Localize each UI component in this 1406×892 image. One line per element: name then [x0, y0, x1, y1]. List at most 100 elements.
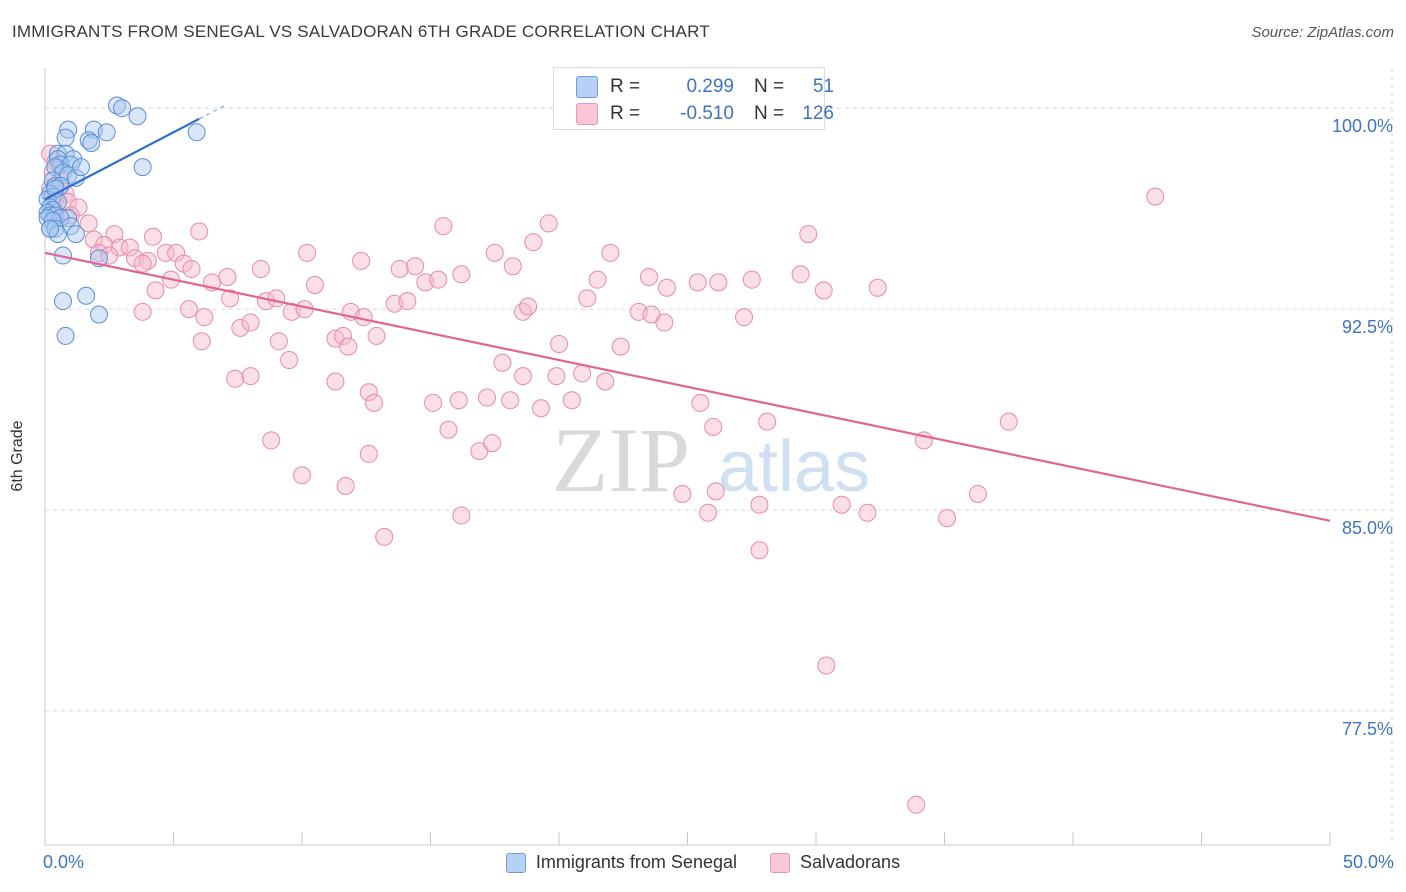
salvadorans-point	[655, 313, 674, 332]
source-label: Source: ZipAtlas.com	[1251, 24, 1394, 41]
stats-row-salvadorans: R = -0.510 N = 126	[576, 101, 834, 127]
salvadorans-point	[231, 318, 250, 337]
salvadorans-point	[524, 233, 543, 252]
salvadorans-point	[195, 308, 214, 327]
salvadorans-point	[352, 251, 371, 270]
legend-label-salvadorans: Salvadorans	[800, 852, 901, 872]
salvadorans-point	[305, 276, 324, 295]
salvadorans-point	[750, 541, 769, 560]
salvadorans-point	[688, 273, 707, 292]
senegal-point	[97, 123, 116, 142]
axes	[44, 68, 1331, 846]
salvadorans-point	[267, 289, 286, 308]
salvadorans-point	[79, 214, 98, 233]
salvadorans-point	[241, 367, 260, 386]
senegal-point	[133, 158, 152, 177]
salvadorans-point	[226, 369, 245, 388]
senegal-point	[187, 123, 206, 142]
salvadorans-point	[704, 418, 723, 437]
salvadorans-point	[501, 391, 520, 410]
senegal-points	[38, 96, 206, 345]
salvadorans-point	[452, 265, 471, 284]
salvadorans-point	[642, 305, 661, 324]
senegal-point	[77, 286, 96, 305]
legend-label-senegal: Immigrants from Senegal	[535, 852, 737, 872]
salvadorans-point	[611, 337, 630, 356]
n-value-senegal: 51	[812, 76, 834, 97]
salvadorans-point	[367, 326, 386, 345]
n-label: N =	[754, 103, 785, 124]
salvadorans-point	[657, 278, 676, 297]
legend-item-salvadorans[interactable]: Salvadorans	[770, 852, 900, 873]
y-tick-label: 100.0%	[1332, 116, 1393, 136]
salvadorans-point	[359, 383, 378, 402]
chart-title: IMMIGRANTS FROM SENEGAL VS SALVADORAN 6T…	[12, 22, 710, 41]
salvadorans-point	[100, 246, 119, 265]
salvadorans-point	[452, 506, 471, 525]
salvadorans-point	[429, 270, 448, 289]
salvadorans-point	[326, 372, 345, 391]
y-tick-label: 92.5%	[1342, 317, 1393, 337]
salvadorans-point	[179, 300, 198, 319]
senegal-point	[71, 158, 90, 177]
salvadorans-point	[364, 393, 383, 412]
y-tick-label: 77.5%	[1342, 719, 1393, 739]
salvadorans-point	[359, 444, 378, 463]
salvadorans-point	[375, 527, 394, 546]
y-tick-label: 85.0%	[1342, 518, 1393, 538]
y-tick-labels: 100.0% 92.5% 85.0% 77.5%	[1332, 116, 1393, 739]
salvadorans-point	[182, 259, 201, 278]
salvadorans-point	[133, 254, 152, 273]
salvadorans-point	[334, 326, 353, 345]
salvadorans-point	[758, 412, 777, 431]
salvadorans-point	[514, 302, 533, 321]
senegal-point	[82, 134, 101, 153]
watermark-atlas: atlas	[718, 427, 870, 507]
salvadorans-point	[138, 251, 157, 270]
salvadorans-point	[424, 393, 443, 412]
salvadorans-point	[133, 302, 152, 321]
salvadorans-point	[539, 214, 558, 233]
salvadorans-point	[503, 257, 522, 276]
salvadorans-point	[832, 495, 851, 514]
r-label: R =	[610, 103, 641, 124]
salvadorans-point	[639, 267, 658, 286]
senegal-point	[128, 107, 147, 126]
salvadorans-point	[814, 281, 833, 300]
senegal-point	[113, 99, 132, 118]
legend-item-senegal[interactable]: Immigrants from Senegal	[505, 852, 737, 873]
stats-legend: R = 0.299 N = 51 R = -0.510 N = 126	[553, 67, 834, 130]
senegal-point	[41, 219, 60, 238]
r-value-senegal: 0.299	[686, 76, 734, 97]
watermark: ZIP atlas	[552, 409, 870, 511]
salvadorans-point	[406, 257, 425, 276]
salvadorans-point	[339, 337, 358, 356]
senegal-trend-line	[44, 117, 200, 201]
salvadorans-point	[742, 270, 761, 289]
senegal-point	[56, 326, 75, 345]
salvadorans-point	[699, 503, 718, 522]
salvadorans-point	[298, 243, 317, 262]
salvadorans-point	[968, 485, 987, 504]
salvadorans-point	[251, 259, 270, 278]
salvadorans-point	[470, 442, 489, 461]
salvadorans-point	[573, 364, 592, 383]
salvadorans-point	[868, 278, 887, 297]
salvadorans-point	[221, 289, 240, 308]
senegal-point	[41, 206, 60, 225]
salvadorans-swatch	[576, 103, 598, 125]
salvadorans-point	[817, 656, 836, 675]
n-value-salvadorans: 126	[802, 103, 834, 124]
salvadorans-point	[578, 289, 597, 308]
salvadorans-point	[532, 399, 551, 418]
salvadorans-point	[449, 391, 468, 410]
trend-lines	[44, 104, 1331, 522]
salvadorans-point	[550, 334, 568, 353]
salvadorans-point	[750, 495, 769, 514]
salvadorans-point	[241, 313, 260, 332]
senegal-trend-extension	[198, 104, 226, 120]
salvadorans-point	[190, 222, 209, 241]
salvadorans-point	[143, 227, 162, 246]
salvadorans-legend-swatch	[770, 852, 790, 873]
